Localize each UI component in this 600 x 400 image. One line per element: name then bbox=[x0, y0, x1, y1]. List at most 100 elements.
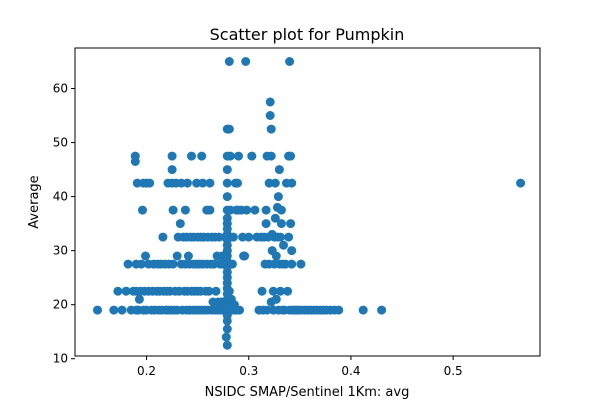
data-point bbox=[287, 246, 297, 256]
y-tick-label: 10 bbox=[53, 352, 68, 366]
data-point bbox=[265, 111, 275, 120]
data-point bbox=[270, 213, 280, 223]
data-point bbox=[132, 178, 142, 188]
data-point bbox=[334, 305, 344, 315]
data-point bbox=[113, 286, 123, 296]
data-point bbox=[224, 124, 234, 134]
data-point bbox=[136, 259, 146, 269]
data-point bbox=[187, 151, 196, 161]
data-point bbox=[275, 232, 285, 242]
chart-title: Scatter plot for Pumpkin bbox=[210, 25, 405, 44]
data-point bbox=[257, 286, 267, 296]
data-point bbox=[265, 97, 275, 107]
x-tick-label: 0.2 bbox=[137, 364, 156, 378]
data-point bbox=[93, 305, 102, 315]
data-point bbox=[134, 294, 144, 304]
data-point bbox=[275, 286, 285, 296]
data-point bbox=[271, 251, 281, 261]
data-point bbox=[242, 205, 252, 215]
data-point bbox=[247, 151, 257, 161]
y-axis-ticks: 10 20 30 40 50 60 bbox=[53, 82, 75, 366]
data-point bbox=[198, 178, 208, 188]
data-point bbox=[222, 213, 232, 223]
data-point bbox=[296, 259, 306, 269]
data-point bbox=[286, 219, 296, 229]
data-point bbox=[211, 286, 221, 296]
data-point bbox=[121, 286, 131, 296]
data-point bbox=[221, 332, 231, 342]
data-point bbox=[270, 178, 280, 188]
data-point bbox=[204, 286, 214, 296]
data-point bbox=[172, 251, 182, 261]
data-point bbox=[168, 259, 178, 269]
data-point bbox=[283, 286, 293, 296]
data-point bbox=[516, 178, 526, 188]
data-point bbox=[286, 151, 296, 161]
data-point bbox=[234, 151, 243, 161]
data-point bbox=[145, 178, 155, 188]
data-point bbox=[271, 294, 281, 304]
y-tick-label: 40 bbox=[53, 190, 68, 204]
data-point bbox=[287, 259, 297, 269]
data-points bbox=[93, 57, 526, 350]
data-point bbox=[266, 124, 276, 134]
x-tick-label: 0.3 bbox=[239, 364, 258, 378]
data-point bbox=[167, 151, 177, 161]
data-point bbox=[284, 232, 294, 242]
data-point bbox=[183, 251, 193, 261]
data-point bbox=[222, 340, 232, 350]
data-point bbox=[225, 205, 235, 215]
data-point bbox=[117, 305, 127, 315]
data-point bbox=[130, 157, 140, 166]
data-point bbox=[279, 240, 288, 250]
data-point bbox=[138, 205, 147, 215]
data-point bbox=[273, 192, 283, 202]
data-point bbox=[262, 305, 272, 315]
data-point bbox=[222, 178, 232, 188]
data-point bbox=[158, 232, 168, 242]
data-point bbox=[205, 205, 215, 215]
data-point bbox=[276, 205, 286, 215]
data-point bbox=[268, 286, 278, 296]
plot-frame bbox=[74, 47, 541, 357]
data-point bbox=[266, 151, 276, 161]
data-point bbox=[358, 305, 368, 315]
data-point bbox=[261, 205, 271, 215]
data-point bbox=[222, 192, 232, 202]
data-point bbox=[168, 205, 178, 215]
y-axis-label: Average bbox=[27, 175, 42, 228]
data-point bbox=[224, 286, 234, 296]
data-point bbox=[285, 57, 295, 66]
data-point bbox=[250, 205, 260, 215]
data-point bbox=[274, 165, 284, 175]
data-point bbox=[225, 151, 235, 161]
data-point bbox=[123, 259, 133, 269]
data-point bbox=[287, 178, 297, 188]
data-point bbox=[227, 259, 237, 269]
x-axis-label: NSIDC SMAP/Sentinel 1Km: avg bbox=[205, 385, 410, 400]
data-point bbox=[281, 259, 290, 269]
x-tick-label: 0.4 bbox=[341, 364, 360, 378]
x-axis-ticks: 0.2 0.3 0.4 0.5 bbox=[137, 356, 463, 378]
data-point bbox=[244, 232, 254, 242]
data-point bbox=[205, 178, 215, 188]
data-point bbox=[276, 219, 286, 229]
data-point bbox=[222, 324, 232, 334]
y-tick-label: 50 bbox=[53, 136, 68, 150]
data-point bbox=[233, 178, 242, 188]
data-point bbox=[240, 251, 250, 261]
data-point bbox=[175, 219, 185, 229]
data-point bbox=[197, 151, 207, 161]
data-point bbox=[241, 57, 251, 66]
data-point bbox=[261, 219, 271, 229]
data-point bbox=[182, 178, 192, 188]
x-tick-label: 0.5 bbox=[444, 364, 463, 378]
data-point bbox=[167, 165, 177, 175]
data-point bbox=[222, 165, 232, 175]
data-point bbox=[224, 57, 234, 66]
y-tick-label: 60 bbox=[53, 82, 68, 96]
data-point bbox=[141, 251, 150, 261]
data-point bbox=[180, 205, 190, 215]
